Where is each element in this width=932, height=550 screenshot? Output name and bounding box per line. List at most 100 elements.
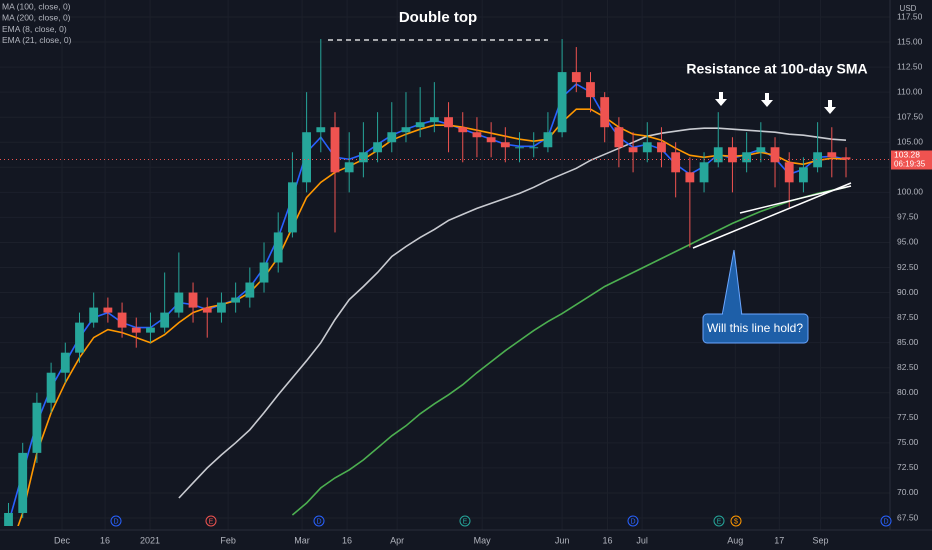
candle-body: [75, 322, 84, 353]
event-marker: [713, 515, 725, 527]
candle-body: [500, 142, 510, 148]
currency: USD: [900, 4, 917, 13]
x-tick-label: 2021: [140, 535, 160, 545]
candle-body: [756, 147, 766, 153]
y-tick-label: 112.50: [897, 61, 923, 71]
candle-body: [117, 312, 127, 328]
candle-body: [813, 152, 823, 168]
y-tick-label: 75.00: [897, 437, 919, 447]
candle-body: [472, 132, 482, 138]
countdown: 06:19:35: [894, 160, 926, 169]
candle-body: [4, 512, 13, 526]
x-tick-label: 16: [100, 535, 110, 545]
event-label: $: [734, 518, 738, 525]
y-tick-label: 72.50: [897, 462, 919, 472]
candle-body: [728, 147, 737, 163]
candle-body: [699, 162, 709, 183]
x-tick-label: Aug: [727, 535, 743, 545]
candle-body: [259, 262, 269, 283]
annotation: Double top: [399, 9, 477, 26]
candle-body: [770, 147, 780, 163]
candle-body: [799, 167, 808, 183]
x-tick-label: Dec: [54, 535, 71, 545]
y-tick-label: 107.50: [897, 111, 923, 121]
y-tick-label: 82.50: [897, 362, 919, 372]
event-marker: [730, 515, 742, 527]
candle-body: [543, 132, 553, 148]
x-tick-label: Sep: [812, 535, 828, 545]
candle-body: [713, 147, 723, 163]
candle-body: [586, 82, 595, 98]
x-tick-label: Jul: [636, 535, 648, 545]
candle-body: [288, 182, 297, 233]
y-tick-label: 92.50: [897, 262, 919, 272]
ma-line: [17, 108, 847, 526]
legend: MA (100, close, 0) MA (200, close, 0)EMA …: [2, 1, 72, 45]
x-tick-label: May: [474, 535, 492, 545]
ma-line: [178, 127, 847, 499]
event-label: D: [883, 518, 888, 525]
y-tick-label: 77.50: [897, 412, 919, 422]
candle-body: [60, 352, 70, 373]
candle-body: [160, 312, 170, 328]
event-label: D: [316, 518, 321, 525]
candle-body: [330, 127, 340, 173]
legend-entry: MA (200, close, 0): [2, 13, 71, 23]
grid: [0, 0, 890, 530]
candle-body: [231, 297, 241, 303]
y-tick-label: 97.50: [897, 212, 919, 222]
y-tick-label: 87.50: [897, 312, 919, 322]
arrow-down: [715, 92, 727, 106]
candle-body: [103, 307, 113, 313]
event-label: E: [717, 518, 722, 525]
candle-body: [46, 372, 56, 403]
candle-body: [444, 117, 453, 128]
arrows: [715, 92, 836, 114]
candle-body: [614, 127, 624, 148]
x-tick-label: Mar: [294, 535, 310, 545]
candle-body: [529, 147, 539, 149]
overlay: Double top Resistance at 100-day SMA Wil…: [328, 9, 868, 344]
y-tick-label: 80.00: [897, 387, 919, 397]
candle-body: [515, 147, 524, 149]
event-marker: [880, 515, 892, 527]
candle-body: [18, 452, 28, 513]
y-tick-label: 115.00: [897, 36, 923, 46]
candle-body: [344, 162, 354, 173]
trendline: [739, 185, 852, 214]
event-label: D: [113, 518, 118, 525]
y-tick-label: 67.50: [897, 512, 919, 522]
candle-body: [458, 127, 468, 133]
candle-body: [784, 162, 794, 183]
candle-body: [642, 142, 652, 153]
event-marker: [313, 515, 325, 527]
event-marker: [205, 515, 217, 527]
event-label: E: [463, 518, 468, 525]
candle-body: [841, 157, 851, 160]
legend-entry: MA (100, close, 0): [2, 1, 71, 11]
y-tick-label: 70.00: [897, 487, 919, 497]
arrow-down: [761, 93, 773, 107]
candle-body: [827, 152, 837, 158]
candle-body: [628, 147, 638, 153]
x-tick-label: Jun: [555, 535, 570, 545]
candle-body: [188, 292, 198, 308]
candle-body: [557, 72, 567, 133]
event-label: E: [209, 518, 214, 525]
candle-body: [429, 117, 439, 123]
candle-body: [387, 132, 397, 143]
y-tick-label: 95.00: [897, 237, 919, 247]
candle-body: [245, 282, 255, 298]
candle-body: [146, 327, 155, 333]
candle-body: [671, 152, 681, 173]
callout-box: [702, 313, 809, 344]
event-marker: [627, 515, 639, 527]
annotation: Will this line hold?: [707, 321, 803, 335]
candle-body: [358, 152, 368, 163]
legend-entry: EMA (8, close, 0): [2, 24, 67, 34]
candle-body: [600, 97, 610, 128]
y-tick-label: 105.00: [897, 137, 923, 147]
candle-body: [32, 402, 42, 453]
